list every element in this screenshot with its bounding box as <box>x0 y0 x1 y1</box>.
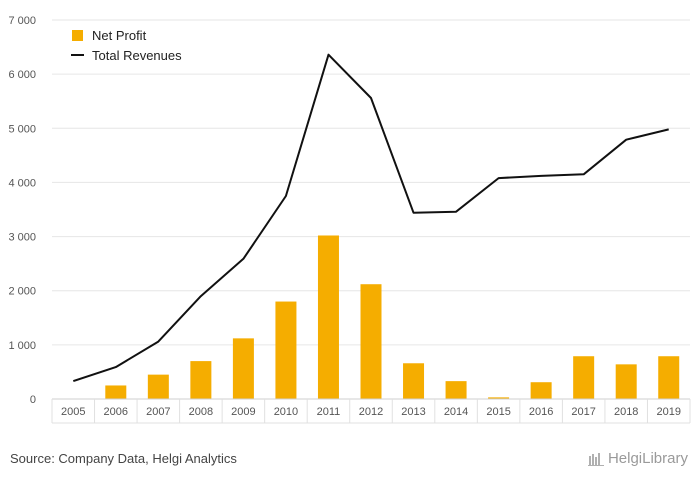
net-profit-bar <box>232 338 254 399</box>
legend-label-total-revenues: Total Revenues <box>92 48 182 63</box>
y-tick-label: 1 000 <box>8 340 36 352</box>
total-revenues-line-group <box>72 53 669 383</box>
x-tick-label: 2014 <box>444 406 468 418</box>
x-tick-label: 2017 <box>571 406 595 418</box>
y-tick-label: 2 000 <box>8 286 36 298</box>
x-tick-label: 2018 <box>614 406 638 418</box>
net-profit-bar <box>190 361 212 399</box>
x-tick-label: 2007 <box>146 406 170 418</box>
y-tick-label: 7 000 <box>8 15 36 27</box>
source-note: Source: Company Data, Helgi Analytics <box>10 451 237 466</box>
y-tick-label: 0 <box>30 394 36 406</box>
x-tick-label: 2009 <box>231 406 255 418</box>
x-tick-label: 2006 <box>104 406 128 418</box>
net-profit-bar <box>658 356 680 399</box>
x-tick-label: 2016 <box>529 406 553 418</box>
legend-swatch-net-profit <box>72 30 83 41</box>
y-tick-label: 5 000 <box>8 123 36 135</box>
x-tick-label: 2013 <box>401 406 425 418</box>
net-profit-bar <box>147 374 169 399</box>
x-tick-label: 2019 <box>656 406 680 418</box>
net-profit-bar <box>445 381 467 399</box>
net-profit-bar <box>360 284 382 399</box>
net-profit-bar <box>403 363 425 399</box>
y-tick-label: 6 000 <box>8 69 36 81</box>
net-profit-bar <box>573 356 595 399</box>
net-profit-bar <box>530 382 552 399</box>
library-icon <box>587 452 604 466</box>
net-profit-bars <box>105 235 680 399</box>
total-revenues-line <box>72 53 669 383</box>
brand-logo[interactable]: HelgiLibrary <box>587 450 688 467</box>
net-profit-bar <box>488 397 510 399</box>
x-tick-label: 2011 <box>317 406 341 418</box>
legend-label-net-profit: Net Profit <box>92 28 147 43</box>
legend: Net Profit Total Revenues <box>71 28 182 63</box>
brand-label: HelgiLibrary <box>607 450 688 467</box>
y-axis: 0 1 000 2 000 3 000 4 000 5 000 6 000 7 000 <box>8 15 36 406</box>
net-profit-bar <box>275 301 297 399</box>
x-tick-label: 2015 <box>486 406 510 418</box>
net-profit-bar <box>615 364 637 399</box>
net-profit-bar <box>105 385 127 399</box>
x-tick-label: 2005 <box>61 406 85 418</box>
x-tick-label: 2010 <box>274 406 298 418</box>
net-profit-bar <box>317 235 339 399</box>
y-tick-label: 3 000 <box>8 232 36 244</box>
x-axis: 2005 2006 2007 2008 2009 2010 2011 2012 2013 2014… <box>51 398 691 424</box>
x-tick-label: 2012 <box>359 406 383 418</box>
x-tick-label: 2008 <box>189 406 213 418</box>
y-tick-label: 4 000 <box>8 177 36 189</box>
